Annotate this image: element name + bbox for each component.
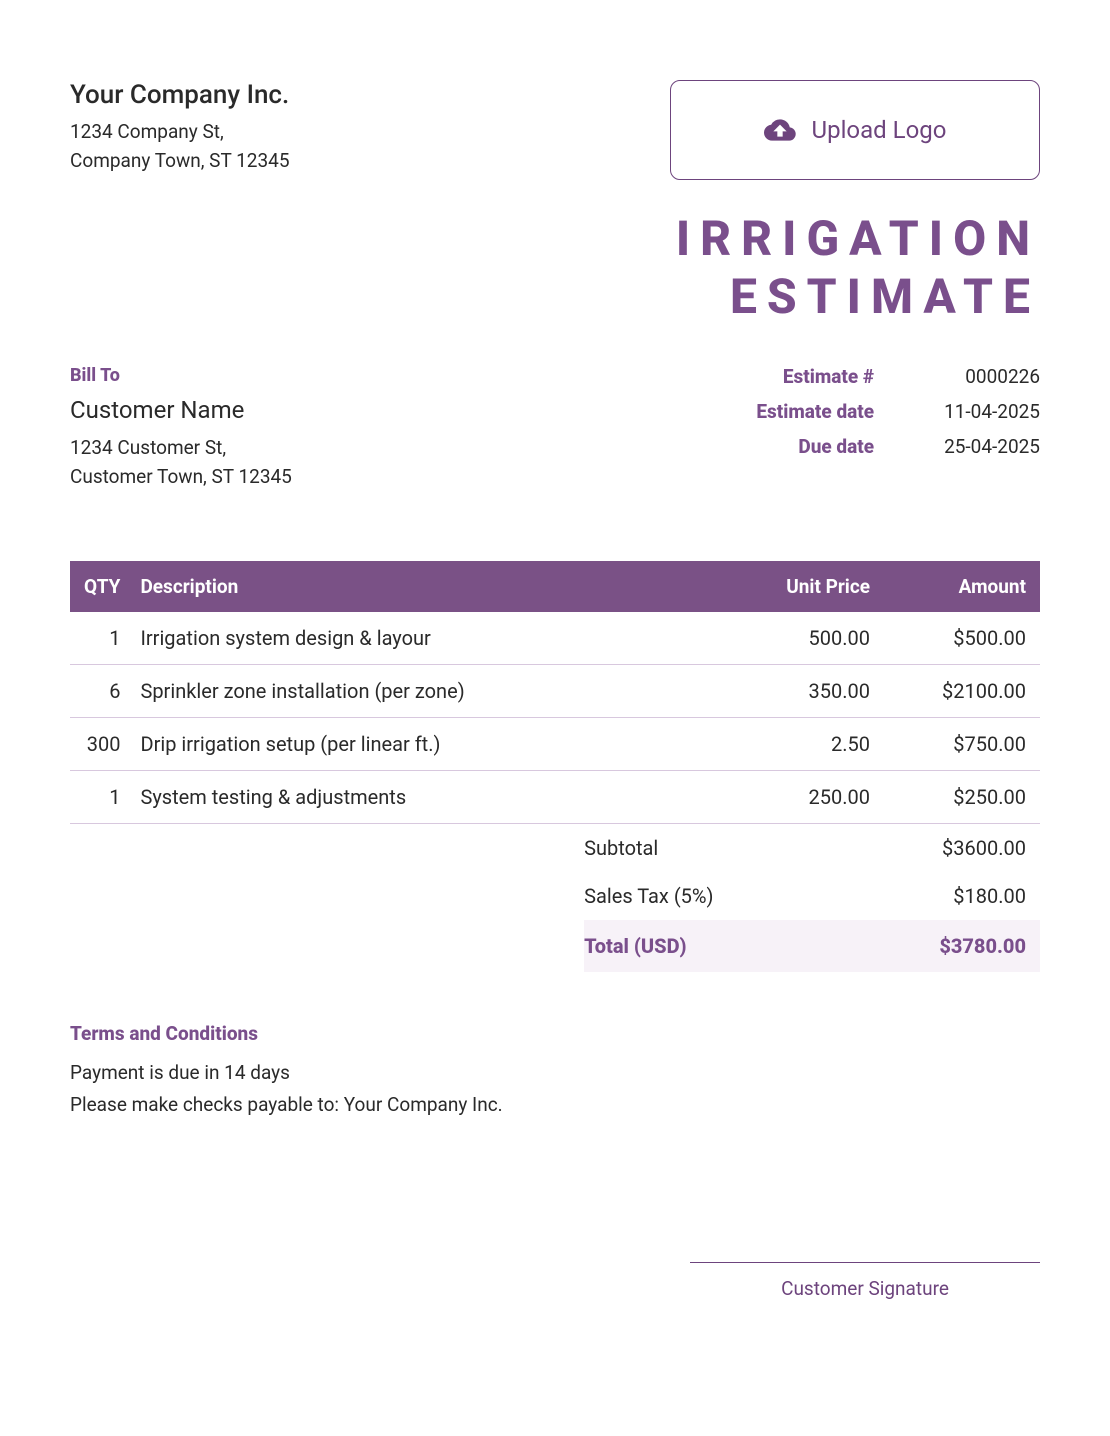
cell-amount: $500.00	[880, 612, 1040, 665]
grand-total-label: Total (USD)	[584, 934, 686, 958]
estimate-date-label: Estimate date	[756, 400, 874, 423]
cell-description: Sprinkler zone installation (per zone)	[130, 665, 700, 718]
terms-heading: Terms and Conditions	[70, 1022, 1040, 1045]
totals-block: Subtotal $3600.00 Sales Tax (5%) $180.00…	[584, 824, 1040, 972]
document-title-line2: ESTIMATE	[70, 268, 1040, 326]
col-header-description: Description	[130, 561, 700, 612]
cell-qty: 1	[70, 612, 130, 665]
line-items-table: QTY Description Unit Price Amount 1Irrig…	[70, 561, 1040, 824]
col-header-unit-price: Unit Price	[700, 561, 880, 612]
cell-description: Irrigation system design & layour	[130, 612, 700, 665]
due-date-label: Due date	[756, 435, 874, 458]
table-row: 6Sprinkler zone installation (per zone)3…	[70, 665, 1040, 718]
estimate-date-value: 11-04-2025	[944, 400, 1040, 423]
info-row: Bill To Customer Name 1234 Customer St, …	[70, 365, 1040, 491]
signature-label: Customer Signature	[781, 1277, 949, 1300]
company-address-line1: 1234 Company St,	[70, 118, 290, 147]
estimate-number-value: 0000226	[944, 365, 1040, 388]
company-address: 1234 Company St, Company Town, ST 12345	[70, 118, 290, 175]
cell-unit-price: 500.00	[700, 612, 880, 665]
table-header-row: QTY Description Unit Price Amount	[70, 561, 1040, 612]
cell-description: Drip irrigation setup (per linear ft.)	[130, 718, 700, 771]
cell-unit-price: 2.50	[700, 718, 880, 771]
upload-logo-button[interactable]: Upload Logo	[670, 80, 1040, 180]
cell-description: System testing & adjustments	[130, 771, 700, 824]
customer-name: Customer Name	[70, 396, 292, 424]
document-title: IRRIGATION ESTIMATE	[70, 210, 1040, 325]
table-row: 1Irrigation system design & layour500.00…	[70, 612, 1040, 665]
customer-address-line1: 1234 Customer St,	[70, 434, 292, 463]
cell-unit-price: 250.00	[700, 771, 880, 824]
estimate-meta: Estimate # 0000226 Estimate date 11-04-2…	[756, 365, 1040, 458]
cell-unit-price: 350.00	[700, 665, 880, 718]
cloud-upload-icon	[764, 114, 796, 146]
tax-value: $180.00	[953, 884, 1026, 908]
company-address-line2: Company Town, ST 12345	[70, 147, 290, 176]
terms-line2: Please make checks payable to: Your Comp…	[70, 1089, 1040, 1121]
grand-total-value: $3780.00	[939, 934, 1026, 958]
table-row: 1System testing & adjustments250.00$250.…	[70, 771, 1040, 824]
upload-logo-label: Upload Logo	[812, 116, 947, 144]
terms-text: Payment is due in 14 days Please make ch…	[70, 1057, 1040, 1122]
cell-amount: $750.00	[880, 718, 1040, 771]
subtotal-value: $3600.00	[942, 836, 1026, 860]
cell-amount: $250.00	[880, 771, 1040, 824]
customer-address-line2: Customer Town, ST 12345	[70, 463, 292, 492]
tax-label: Sales Tax (5%)	[584, 884, 713, 908]
terms-block: Terms and Conditions Payment is due in 1…	[70, 1022, 1040, 1122]
bill-to-block: Bill To Customer Name 1234 Customer St, …	[70, 365, 292, 491]
estimate-number-label: Estimate #	[756, 365, 874, 388]
cell-qty: 1	[70, 771, 130, 824]
col-header-amount: Amount	[880, 561, 1040, 612]
grand-total-row: Total (USD) $3780.00	[584, 920, 1040, 972]
cell-qty: 300	[70, 718, 130, 771]
customer-address: 1234 Customer St, Customer Town, ST 1234…	[70, 434, 292, 491]
header-row: Your Company Inc. 1234 Company St, Compa…	[70, 80, 1040, 180]
subtotal-label: Subtotal	[584, 836, 658, 860]
bill-to-heading: Bill To	[70, 365, 292, 386]
due-date-value: 25-04-2025	[944, 435, 1040, 458]
tax-row: Sales Tax (5%) $180.00	[584, 872, 1040, 920]
document-title-line1: IRRIGATION	[70, 210, 1040, 268]
cell-qty: 6	[70, 665, 130, 718]
terms-line1: Payment is due in 14 days	[70, 1057, 1040, 1089]
signature-line: Customer Signature	[690, 1262, 1040, 1300]
subtotal-row: Subtotal $3600.00	[584, 824, 1040, 872]
company-info: Your Company Inc. 1234 Company St, Compa…	[70, 80, 290, 175]
table-row: 300Drip irrigation setup (per linear ft.…	[70, 718, 1040, 771]
col-header-qty: QTY	[70, 561, 130, 612]
cell-amount: $2100.00	[880, 665, 1040, 718]
company-name: Your Company Inc.	[70, 80, 290, 110]
